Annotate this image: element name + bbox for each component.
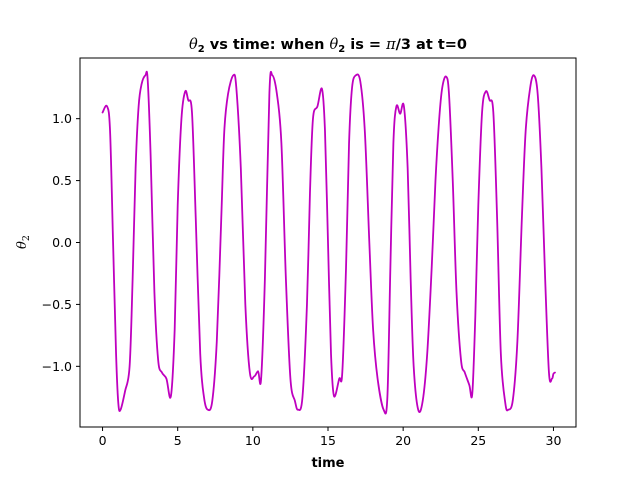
y-axis-title-symbol: θ: [15, 241, 30, 249]
title-sub-2: 2: [338, 44, 345, 55]
chart-title: θ2 vs time: when θ2 is = π/3 at t=0: [189, 37, 467, 55]
title-text-1: vs time: when: [205, 37, 330, 53]
title-text-3: /3 at t=0: [396, 37, 467, 53]
series-line-0: [101, 70, 556, 415]
y-tick-label: −0.5: [42, 297, 72, 312]
title-theta-1: θ: [189, 37, 198, 53]
x-tick-label: 0: [99, 433, 107, 448]
series-layer: [101, 70, 556, 415]
y-tick-label: 0.5: [52, 173, 72, 188]
x-tick-label: 25: [470, 433, 486, 448]
title-text-2: is =: [345, 37, 386, 53]
x-tick-label: 10: [245, 433, 261, 448]
x-axis: 0 5 10 15 20 25 30: [99, 427, 562, 448]
y-axis-title-sub: 2: [21, 235, 32, 241]
x-tick-label: 20: [395, 433, 411, 448]
y-axis-title: θ2: [15, 235, 32, 249]
x-tick-label: 5: [174, 433, 182, 448]
title-sub-1: 2: [198, 44, 205, 55]
y-tick-label: 0.0: [52, 235, 72, 250]
y-tick-label: −1.0: [42, 359, 72, 374]
y-axis: −1.0 −0.5 0.0 0.5 1.0: [42, 111, 80, 374]
x-axis-title: time: [311, 456, 344, 471]
x-tick-label: 30: [546, 433, 562, 448]
title-pi: π: [385, 37, 396, 53]
title-theta-2: θ: [329, 37, 338, 53]
y-tick-label: 1.0: [52, 111, 72, 126]
x-tick-label: 15: [320, 433, 336, 448]
